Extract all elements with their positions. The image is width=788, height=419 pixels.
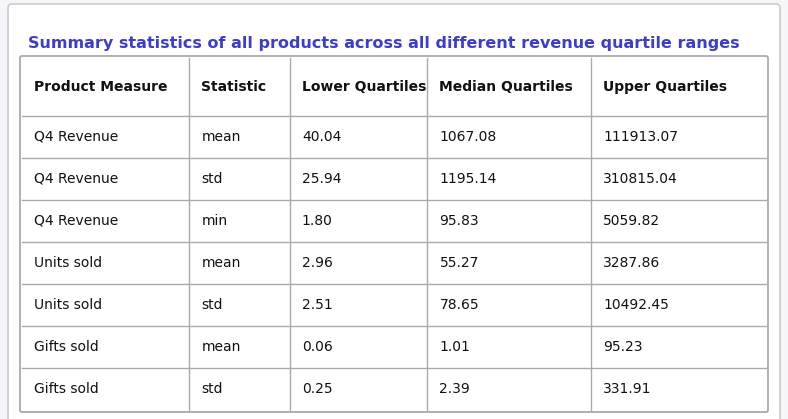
Text: 95.83: 95.83 xyxy=(440,214,479,228)
Text: Gifts sold: Gifts sold xyxy=(34,340,98,354)
Text: mean: mean xyxy=(202,340,241,354)
FancyBboxPatch shape xyxy=(20,56,768,412)
Text: 1195.14: 1195.14 xyxy=(440,172,497,186)
Text: mean: mean xyxy=(202,130,241,144)
Text: Summary statistics of all products across all different revenue quartile ranges: Summary statistics of all products acros… xyxy=(28,36,740,51)
Text: std: std xyxy=(202,382,223,396)
Text: std: std xyxy=(202,298,223,312)
Text: Q4 Revenue: Q4 Revenue xyxy=(34,172,118,186)
Text: 2.96: 2.96 xyxy=(302,256,333,270)
Text: 40.04: 40.04 xyxy=(302,130,341,144)
FancyBboxPatch shape xyxy=(8,4,780,419)
Text: Units sold: Units sold xyxy=(34,256,102,270)
Text: Upper Quartiles: Upper Quartiles xyxy=(603,80,727,94)
Text: 1.80: 1.80 xyxy=(302,214,333,228)
Text: 331.91: 331.91 xyxy=(603,382,652,396)
Text: Q4 Revenue: Q4 Revenue xyxy=(34,130,118,144)
Text: Q4 Revenue: Q4 Revenue xyxy=(34,214,118,228)
Text: 25.94: 25.94 xyxy=(302,172,341,186)
Text: 95.23: 95.23 xyxy=(603,340,643,354)
Text: min: min xyxy=(202,214,228,228)
Text: 3287.86: 3287.86 xyxy=(603,256,660,270)
Text: 78.65: 78.65 xyxy=(440,298,479,312)
Text: mean: mean xyxy=(202,256,241,270)
Text: 10492.45: 10492.45 xyxy=(603,298,669,312)
Text: 5059.82: 5059.82 xyxy=(603,214,660,228)
Text: 111913.07: 111913.07 xyxy=(603,130,678,144)
Text: Statistic: Statistic xyxy=(202,80,266,94)
Text: 0.06: 0.06 xyxy=(302,340,333,354)
Text: 1.01: 1.01 xyxy=(440,340,470,354)
Text: Units sold: Units sold xyxy=(34,298,102,312)
Text: 0.25: 0.25 xyxy=(302,382,333,396)
Text: 310815.04: 310815.04 xyxy=(603,172,678,186)
Text: 55.27: 55.27 xyxy=(440,256,479,270)
Text: std: std xyxy=(202,172,223,186)
Text: Gifts sold: Gifts sold xyxy=(34,382,98,396)
Text: 1067.08: 1067.08 xyxy=(440,130,496,144)
Text: 2.51: 2.51 xyxy=(302,298,333,312)
Text: Product Measure: Product Measure xyxy=(34,80,168,94)
Text: Lower Quartiles: Lower Quartiles xyxy=(302,80,426,94)
Text: 2.39: 2.39 xyxy=(440,382,470,396)
Text: Median Quartiles: Median Quartiles xyxy=(440,80,573,94)
